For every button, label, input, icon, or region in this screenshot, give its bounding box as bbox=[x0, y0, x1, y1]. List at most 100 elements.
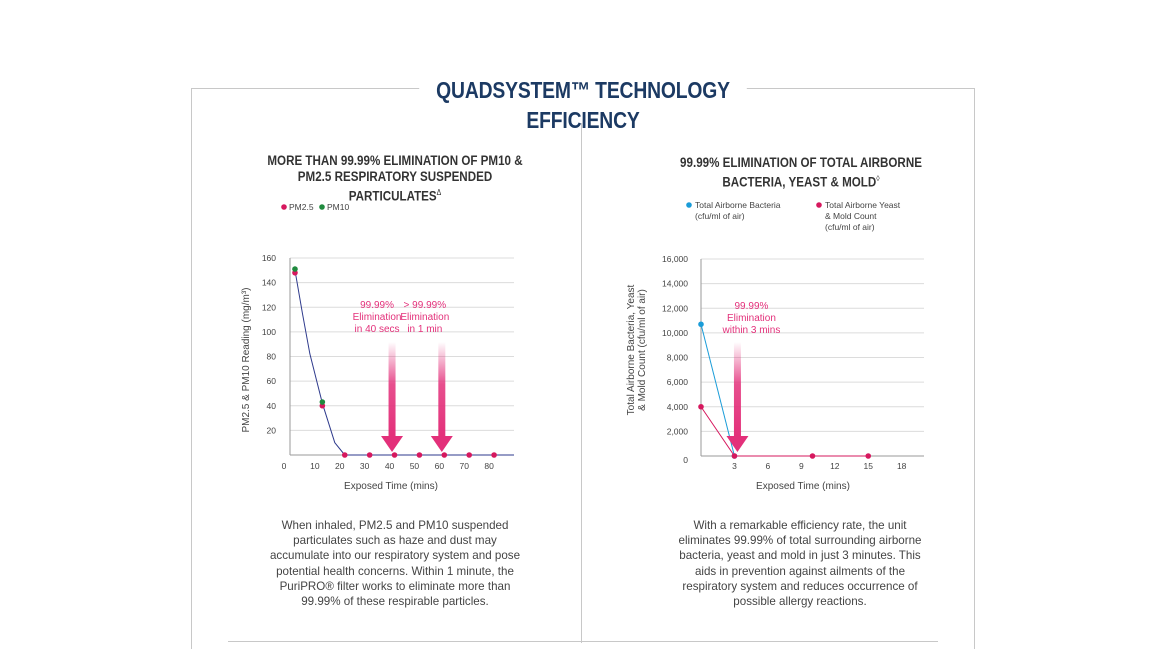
y-axis-label: Total Airborne Bacteria, Yeast bbox=[626, 284, 637, 415]
annotation-text: Elimination bbox=[353, 312, 402, 323]
series-line bbox=[700, 406, 869, 457]
left-title-line-1: MORE THAN 99.99% ELIMINATION OF PM10 & bbox=[267, 153, 523, 168]
y-tick-label: 16,000 bbox=[662, 254, 688, 264]
x-axis-label: Exposed Time (mins) bbox=[344, 481, 438, 492]
right-description: With a remarkable efficiency rate, the u… bbox=[650, 518, 950, 609]
legend-dot bbox=[319, 204, 325, 210]
x-tick-label: 0 bbox=[282, 461, 287, 471]
y-tick-label: 100 bbox=[262, 327, 276, 337]
data-point-yeast-mold bbox=[865, 453, 872, 459]
left-title-line-2-text: PM2.5 RESPIRATORY SUSPENDED PARTICULATES bbox=[297, 169, 493, 204]
legend-label: PM10 bbox=[327, 202, 349, 212]
x-tick-label: 70 bbox=[459, 461, 469, 471]
annotation-text: Elimination bbox=[727, 313, 776, 324]
left-desc-line: PuriPRO® filter works to eliminate more … bbox=[279, 579, 511, 593]
y-tick-label: 160 bbox=[262, 253, 276, 263]
left-panel-title: MORE THAN 99.99% ELIMINATION OF PM10 & P… bbox=[253, 153, 537, 205]
data-point-pm25 bbox=[491, 452, 497, 458]
data-point-yeast-mold bbox=[809, 453, 816, 459]
x-tick-label: 15 bbox=[864, 461, 874, 471]
annotation-text: in 40 secs bbox=[355, 324, 400, 335]
elimination-arrow bbox=[381, 342, 404, 452]
y-tick-label: 40 bbox=[267, 401, 277, 411]
x-tick-label: 20 bbox=[335, 461, 345, 471]
series-line bbox=[700, 324, 735, 457]
legend-dot bbox=[686, 202, 692, 208]
right-desc-line: With a remarkable efficiency rate, the u… bbox=[693, 519, 907, 532]
y-tick-label: 8,000 bbox=[667, 353, 689, 363]
left-desc-line: accumulate into our respiratory system a… bbox=[269, 549, 521, 563]
data-point-bacteria bbox=[698, 321, 704, 328]
elimination-arrow bbox=[726, 342, 749, 452]
right-title-mark: ◊ bbox=[876, 174, 880, 183]
left-desc-line: When inhaled, PM2.5 and PM10 suspended bbox=[281, 519, 509, 532]
annotation-text: 99.99% bbox=[360, 300, 394, 311]
y-tick-label: 0 bbox=[683, 455, 688, 465]
x-tick-label: 3 bbox=[732, 461, 737, 471]
x-tick-label: 50 bbox=[410, 461, 420, 471]
legend-label: (cfu/ml of air) bbox=[695, 211, 745, 221]
data-point-pm25 bbox=[366, 452, 373, 458]
arrow-shaft bbox=[388, 342, 396, 436]
x-axis-label: Exposed Time (mins) bbox=[756, 481, 850, 492]
data-point-pm25 bbox=[341, 452, 348, 458]
pm-chart: 20 40 60 80 100 120 140 160 0 10 20 30 40 50 60 70 80 Exp… bbox=[241, 202, 514, 492]
data-point-yeast-mold bbox=[731, 453, 738, 459]
y-axis-label: PM2.5 & PM10 Reading (mg/m³) bbox=[241, 287, 252, 432]
right-desc-line: eliminates 99.99% of total surrounding a… bbox=[678, 534, 922, 548]
annotation-text: in 1 min bbox=[407, 324, 442, 335]
left-description: When inhaled, PM2.5 and PM10 suspended p… bbox=[245, 518, 545, 609]
right-desc-line: respiratory system and reduces occurrenc… bbox=[682, 579, 918, 593]
legend-label: PM2.5 bbox=[289, 202, 314, 212]
left-title-mark: Δ bbox=[436, 188, 442, 197]
annotation-text: within 3 mins bbox=[722, 325, 781, 336]
left-desc-line: particulates such as haze and dust may bbox=[293, 534, 497, 548]
page-title: QUADSYSTEM™ TECHNOLOGY EFFICIENCY bbox=[419, 75, 747, 133]
panel-divider bbox=[581, 123, 582, 643]
x-tick-label: 18 bbox=[897, 461, 907, 471]
arrow-head bbox=[726, 436, 749, 452]
data-point-pm25 bbox=[466, 452, 473, 458]
right-title-line-1: 99.99% ELIMINATION OF TOTAL AIRBORNE bbox=[680, 155, 922, 170]
data-point-pm25 bbox=[416, 452, 423, 458]
legend-dot bbox=[281, 204, 287, 210]
x-tick-label: 80 bbox=[484, 461, 494, 471]
x-tick-label: 9 bbox=[799, 461, 804, 471]
data-point-yeast-mold bbox=[698, 403, 704, 410]
annotation-text: > 99.99% bbox=[404, 300, 447, 311]
x-tick-label: 12 bbox=[830, 461, 840, 471]
data-point-pm10 bbox=[319, 399, 326, 405]
legend-dot bbox=[816, 202, 822, 208]
y-tick-label: 6,000 bbox=[667, 377, 689, 387]
annotation-text: Elimination bbox=[400, 312, 449, 323]
y-tick-label: 2,000 bbox=[667, 426, 689, 436]
data-point-pm25 bbox=[441, 452, 448, 458]
fit-curve bbox=[294, 270, 514, 456]
y-tick-label: 14,000 bbox=[662, 279, 688, 289]
annotation-text: 99.99% bbox=[734, 301, 768, 312]
right-desc-line: bacteria, yeast and mold in just 3 minut… bbox=[679, 549, 921, 563]
y-tick-label: 60 bbox=[267, 376, 277, 386]
y-tick-label: 20 bbox=[267, 425, 277, 435]
x-tick-label: 10 bbox=[310, 461, 320, 471]
legend-label: Total Airborne Bacteria bbox=[695, 200, 781, 210]
bacteria-chart: 0 2,000 4,000 6,000 8,000 10,000 12,000 14,000 1… bbox=[626, 200, 924, 492]
x-tick-label: 60 bbox=[435, 461, 445, 471]
right-title-line-2: BACTERIA, YEAST & MOLD◊ bbox=[659, 171, 943, 191]
y-tick-label: 10,000 bbox=[662, 328, 688, 338]
data-point-pm10 bbox=[292, 266, 298, 272]
arrow-shaft bbox=[438, 342, 446, 436]
legend-label: (cfu/ml of air) bbox=[825, 222, 875, 232]
arrow-shaft bbox=[733, 342, 741, 436]
y-tick-label: 80 bbox=[267, 352, 277, 362]
x-tick-label: 40 bbox=[385, 461, 395, 471]
y-tick-label: 4,000 bbox=[667, 402, 689, 412]
legend-label: & Mold Count bbox=[825, 211, 877, 221]
left-title-line-2: PM2.5 RESPIRATORY SUSPENDED PARTICULATES… bbox=[253, 169, 537, 205]
left-desc-line: 99.99% of these respirable particles. bbox=[301, 595, 489, 609]
right-title-line-2-text: BACTERIA, YEAST & MOLD bbox=[722, 174, 877, 190]
y-axis-label: & Mold Count (cfu/ml of air) bbox=[637, 289, 648, 411]
x-tick-label: 30 bbox=[360, 461, 370, 471]
right-desc-line: aids in prevention against ailments of t… bbox=[694, 564, 906, 578]
